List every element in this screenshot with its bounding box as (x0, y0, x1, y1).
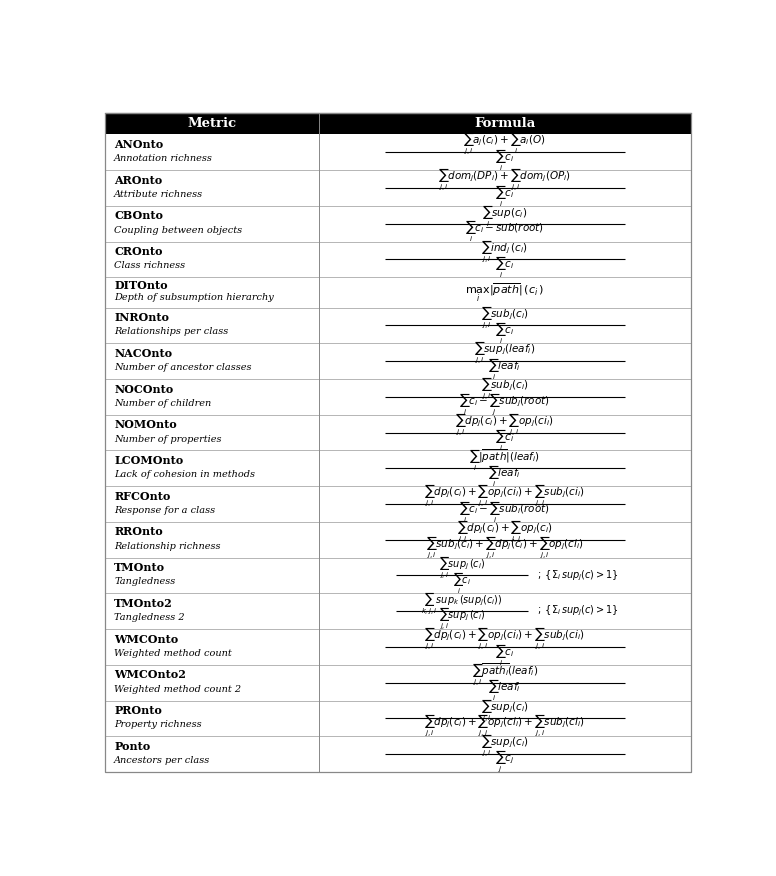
Bar (105, 379, 691, 414)
Text: $\sum_{j,i} sup_j(c_i)$: $\sum_{j,i} sup_j(c_i)$ (481, 733, 528, 759)
Text: CROnto: CROnto (114, 246, 162, 257)
Bar (105, 486, 691, 522)
Text: $;\; \{\Sigma_i\, sup_j(c) > 1\}$: $;\; \{\Sigma_i\, sup_j(c) > 1\}$ (537, 569, 619, 583)
Text: $\sum_{j,i} \overline{path_i}(leaf_i)$: $\sum_{j,i} \overline{path_i}(leaf_i)$ (472, 661, 538, 688)
Text: Attribute richness: Attribute richness (114, 190, 203, 199)
Bar (105, 593, 691, 629)
Text: NOCOnto: NOCOnto (114, 384, 173, 394)
Text: $\sum_i leaf_i$: $\sum_i leaf_i$ (488, 463, 521, 489)
Text: WMCOnto2: WMCOnto2 (114, 669, 186, 681)
Text: Relationship richness: Relationship richness (114, 541, 220, 551)
Text: $\sum_{j,i} dp_j(c_i) + \sum_{j,i} op_j(c_i)$: $\sum_{j,i} dp_j(c_i) + \sum_{j,i} op_j(… (457, 519, 553, 545)
Text: Number of children: Number of children (114, 399, 211, 408)
Text: Ancestors per class: Ancestors per class (114, 756, 210, 765)
Text: $\sum_i c_i$: $\sum_i c_i$ (495, 427, 514, 453)
Text: $\sum_{j,i} sub_j(c_i) + \sum_{j,i} dp_j(c_i) + \sum_{j,i} op_j(ci_i)$: $\sum_{j,i} sub_j(c_i) + \sum_{j,i} dp_j… (426, 534, 584, 561)
Bar (105, 277, 691, 307)
Text: $\sum_i c_i$: $\sum_i c_i$ (495, 321, 514, 346)
Text: $\sum_{j,i} sup_j\,(c_i)$: $\sum_{j,i} sup_j\,(c_i)$ (438, 606, 485, 632)
Text: Weighted method count 2: Weighted method count 2 (114, 684, 241, 694)
Text: $\sum_i leaf_i$: $\sum_i leaf_i$ (488, 357, 521, 382)
Text: Relationships per class: Relationships per class (114, 328, 228, 336)
Text: Formula: Formula (474, 117, 535, 131)
Text: $\sum_{j,i} dp_j(c_i) + \sum_{j,i} op_j(ci_i) + \sum_{j,i} sub_j(ci_i)$: $\sum_{j,i} dp_j(c_i) + \sum_{j,i} op_j(… (424, 626, 585, 652)
Bar (105, 343, 691, 379)
Bar (105, 414, 691, 450)
Text: $\sum_i sup(c_i)$: $\sum_i sup(c_i)$ (482, 203, 527, 229)
Text: NOMOnto: NOMOnto (114, 420, 177, 430)
Bar (105, 701, 691, 736)
Text: $\sum_i c_i - \sum_j sub_j(root)$: $\sum_i c_i - \sum_j sub_j(root)$ (459, 392, 550, 418)
Text: Tangledness 2: Tangledness 2 (114, 613, 185, 622)
Text: Number of ancestor classes: Number of ancestor classes (114, 364, 251, 372)
Bar (105, 665, 691, 701)
Text: $\sum_i c_i - \sum_i sub_i(root)$: $\sum_i c_i - \sum_i sub_i(root)$ (459, 499, 550, 525)
Text: $\sum_j c_j$: $\sum_j c_j$ (495, 749, 514, 775)
Text: ANOnto: ANOnto (114, 139, 163, 150)
Text: Weighted method count: Weighted method count (114, 649, 232, 658)
Text: NACOnto: NACOnto (114, 348, 172, 359)
Text: Tangledness: Tangledness (114, 577, 175, 586)
Text: PROnto: PROnto (114, 705, 162, 716)
Text: $\sum_{j,i} dp_j(c_i) + \sum_{j,i} op_j(ci_i)$: $\sum_{j,i} dp_j(c_i) + \sum_{j,i} op_j(… (456, 412, 554, 438)
Text: Metric: Metric (187, 117, 236, 131)
Text: Number of properties: Number of properties (114, 434, 222, 443)
Text: Lack of cohesion in methods: Lack of cohesion in methods (114, 470, 255, 479)
Text: $\sum_{j,i} sup_j\,(c_i)$: $\sum_{j,i} sup_j\,(c_i)$ (438, 555, 485, 582)
Text: $;\; \{\Sigma_i\, sup_j(c) > 1\}$: $;\; \{\Sigma_i\, sup_j(c) > 1\}$ (537, 604, 619, 618)
Text: $\sum_i |\overline{path}|(leaf_i)$: $\sum_i |\overline{path}|(leaf_i)$ (469, 448, 540, 473)
Text: $\sum_i c_i$: $\sum_i c_i$ (495, 254, 514, 280)
Text: AROnto: AROnto (114, 174, 162, 186)
Bar (105, 113, 691, 134)
Text: $\sum_{j,i} dom_j(DP_i) + \sum_{j,i} dom_j(OP_i)$: $\sum_{j,i} dom_j(DP_i) + \sum_{j,i} dom… (438, 167, 571, 194)
Text: DITOnto: DITOnto (114, 280, 168, 291)
Text: $\sum_i c_i$: $\sum_i c_i$ (495, 147, 514, 173)
Text: TMOnto2: TMOnto2 (114, 597, 173, 609)
Text: $\sum_{j,i} sub_j(c_i)$: $\sum_{j,i} sub_j(c_i)$ (481, 376, 528, 402)
Text: RFCOnto: RFCOnto (114, 491, 171, 502)
Text: $\sum_{j,i} ind_j\,(c_i)$: $\sum_{j,i} ind_j\,(c_i)$ (481, 238, 528, 265)
Bar (105, 242, 691, 277)
Text: $\sum_i c_i - sub(root)$: $\sum_i c_i - sub(root)$ (465, 219, 544, 244)
Text: $\sum_{j,i} sup_j(leaf_i)$: $\sum_{j,i} sup_j(leaf_i)$ (474, 340, 535, 366)
Text: $\max_i |\overline{path}|\,(c_i)$: $\max_i |\overline{path}|\,(c_i)$ (465, 281, 544, 304)
Text: $\sum_{k,j,i} sup_k\,(sup_j(c_i))$: $\sum_{k,j,i} sup_k\,(sup_j(c_i))$ (421, 591, 503, 617)
Bar (105, 558, 691, 593)
Text: $\sum_i c_i$: $\sum_i c_i$ (495, 642, 514, 668)
Bar (105, 170, 691, 206)
Bar (105, 629, 691, 665)
Bar (105, 206, 691, 242)
Text: $\sum_{j,i} sub_j(c_i)$: $\sum_{j,i} sub_j(c_i)$ (481, 305, 528, 330)
Text: Property richness: Property richness (114, 720, 202, 730)
Text: $\sum_{j,i} dp_j(c_i) + \sum_{j,i} op_j(ci_i) + \sum_{j,i} sub_j(ci_i)$: $\sum_{j,i} dp_j(c_i) + \sum_{j,i} op_j(… (424, 713, 585, 739)
Text: $\sum_i c_i$: $\sum_i c_i$ (453, 570, 471, 596)
Text: $\sum_{j,i} dp_j(c_i) + \sum_{j,i} op_j(ci_i) + \sum_{j,i} sub_j(ci_i)$: $\sum_{j,i} dp_j(c_i) + \sum_{j,i} op_j(… (424, 484, 585, 509)
Text: Response for a class: Response for a class (114, 506, 215, 515)
Text: INROnto: INROnto (114, 312, 169, 323)
Text: RROnto: RROnto (114, 526, 163, 537)
Text: Coupling between objects: Coupling between objects (114, 226, 242, 235)
Bar (105, 736, 691, 772)
Text: WMCOnto: WMCOnto (114, 633, 178, 645)
Text: LCOMOnto: LCOMOnto (114, 455, 183, 466)
Bar (105, 134, 691, 170)
Text: TMOnto: TMOnto (114, 562, 165, 573)
Text: CBOnto: CBOnto (114, 210, 163, 222)
Bar (105, 307, 691, 343)
Text: Ponto: Ponto (114, 741, 151, 752)
Text: $\sum_i leaf_i$: $\sum_i leaf_i$ (488, 678, 521, 703)
Bar (105, 450, 691, 486)
Text: $\sum_i c_i$: $\sum_i c_i$ (495, 183, 514, 208)
Text: Class richness: Class richness (114, 261, 185, 271)
Text: Annotation richness: Annotation richness (114, 154, 213, 163)
Text: $\sum_{j,i} sup_j(c_i)$: $\sum_{j,i} sup_j(c_i)$ (481, 697, 528, 724)
Bar (105, 522, 691, 558)
Text: $\sum_{j,i} a_j(c_i) + \sum_i a_i(O)$: $\sum_{j,i} a_j(c_i) + \sum_i a_i(O)$ (463, 131, 546, 158)
Text: Depth of subsumption hierarchy: Depth of subsumption hierarchy (114, 293, 274, 302)
